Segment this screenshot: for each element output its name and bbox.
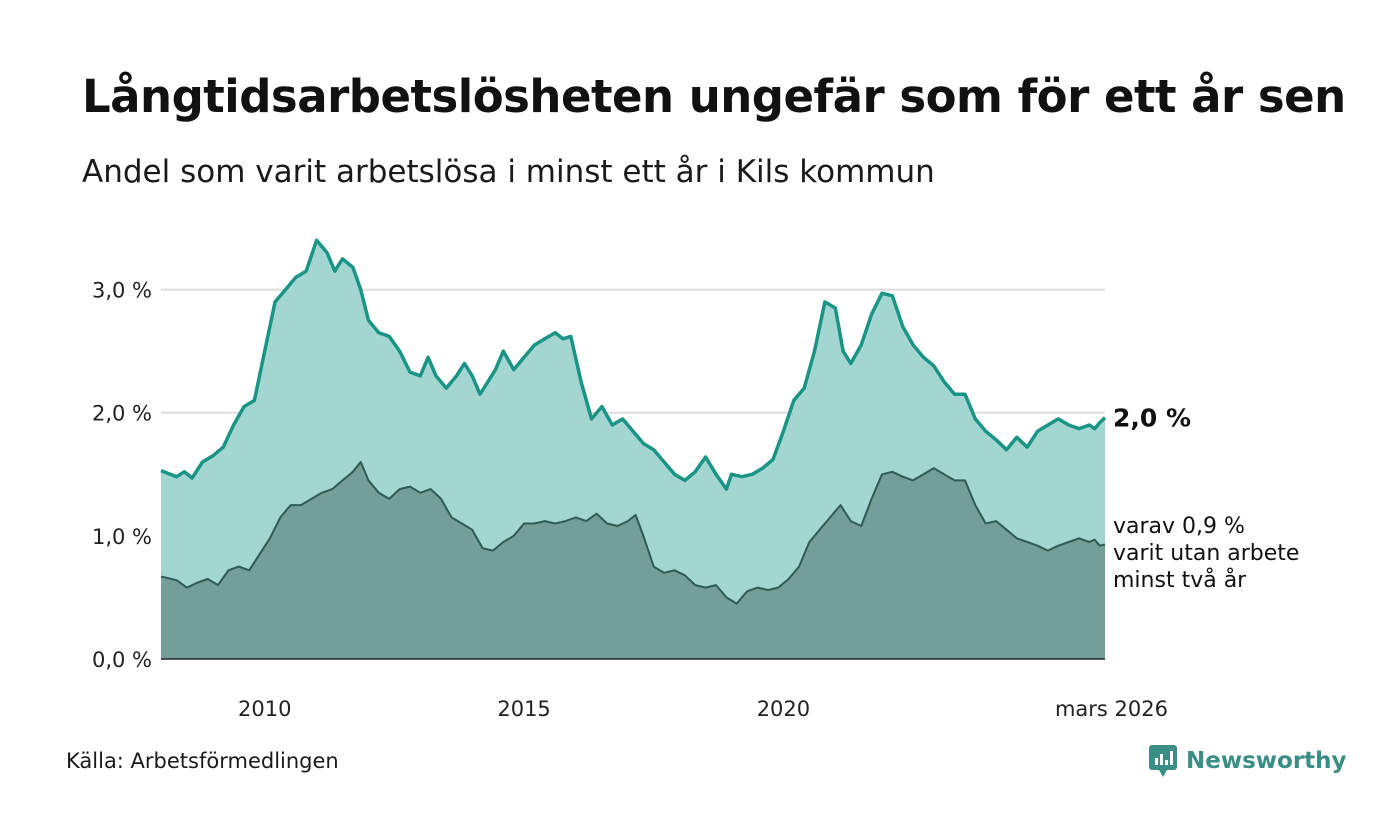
source-credit: Källa: Arbetsförmedlingen bbox=[66, 749, 339, 773]
chart-title: Långtidsarbetslösheten ungefär som för e… bbox=[82, 70, 1346, 123]
brand-name: Newsworthy bbox=[1186, 748, 1347, 774]
x-tick-label: mars 2026 bbox=[1055, 697, 1168, 721]
x-tick-label: 2015 bbox=[497, 697, 550, 721]
series-lower-area bbox=[161, 462, 1105, 659]
x-tick-label: 2010 bbox=[238, 697, 291, 721]
end-label-subset: minst två år bbox=[1113, 567, 1247, 593]
y-tick-label: 1,0 % bbox=[92, 525, 152, 549]
y-tick-label: 3,0 % bbox=[92, 279, 152, 303]
newsworthy-logo-icon bbox=[1149, 745, 1177, 777]
axes: 0,0 % 1,0 % 2,0 % 3,0 % 2010 2015 2020 mars 202… bbox=[92, 279, 1168, 721]
series-upper-line bbox=[160, 238, 1107, 491]
data-areas bbox=[160, 238, 1107, 660]
x-tick-label: 2020 bbox=[757, 697, 810, 721]
end-label-total: 2,0 % bbox=[1113, 404, 1191, 433]
y-tick-label: 2,0 % bbox=[92, 402, 152, 426]
y-tick-label: 0,0 % bbox=[92, 648, 152, 672]
end-label-subset: varit utan arbete bbox=[1113, 541, 1299, 566]
brand-logo[interactable]: Newsworthy bbox=[1148, 744, 1347, 778]
series-lower-line bbox=[160, 461, 1106, 605]
end-label-subset: varav 0,9 % bbox=[1113, 514, 1245, 539]
chart-subtitle: Andel som varit arbetslösa i minst ett å… bbox=[82, 154, 935, 190]
